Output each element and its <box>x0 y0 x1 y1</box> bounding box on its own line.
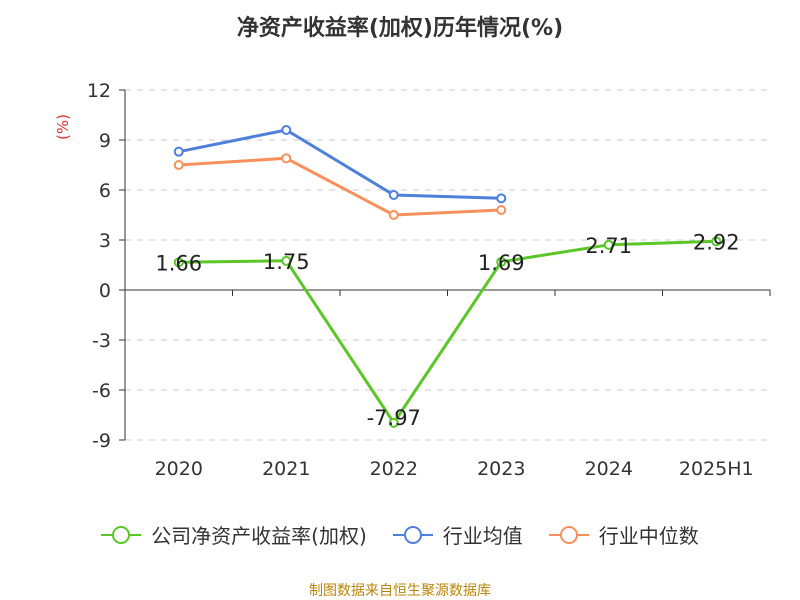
series-line-2 <box>178 156 502 217</box>
data-point <box>281 153 292 164</box>
data-point <box>496 205 507 215</box>
legend-item[interactable]: 公司净资产收益率(加权) <box>101 520 367 549</box>
x-tick-label: 2024 <box>585 458 633 480</box>
data-label: 2.71 <box>585 234 632 258</box>
data-point <box>388 210 399 220</box>
y-tick-label: 12 <box>87 80 111 102</box>
y-tick-label: 0 <box>99 280 111 302</box>
data-label: 1.69 <box>478 251 525 275</box>
data-point <box>388 417 399 428</box>
data-point <box>281 125 292 135</box>
y-tick-label: 3 <box>99 230 111 252</box>
legend-marker-icon <box>101 525 142 545</box>
data-label: 1.75 <box>263 250 310 274</box>
chart-legend: 公司净资产收益率(加权) 行业均值 行业中位数 <box>0 520 800 549</box>
data-point <box>173 257 184 268</box>
x-tick-label: 2020 <box>155 458 203 480</box>
x-tick-label: 2023 <box>477 458 525 480</box>
data-point <box>173 160 184 170</box>
legend-label: 行业中位数 <box>598 524 699 548</box>
legend-marker-icon <box>548 525 589 545</box>
data-point <box>496 193 507 204</box>
data-point <box>281 255 292 266</box>
data-label: 2.92 <box>693 230 740 254</box>
data-label: -7.97 <box>367 406 421 430</box>
legend-item[interactable]: 行业中位数 <box>548 520 699 549</box>
legend-marker-icon <box>392 525 433 545</box>
y-tick-label: 9 <box>99 130 111 152</box>
data-label: 1.66 <box>155 251 202 275</box>
legend-label: 公司净资产收益率(加权) <box>151 524 367 548</box>
data-point <box>388 190 399 200</box>
legend-label: 行业均值 <box>442 524 523 548</box>
series-line-1 <box>178 128 502 200</box>
data-source-note: 制图数据来自恒生聚源数据库 <box>309 583 491 599</box>
series-line-0 <box>178 239 717 425</box>
data-point <box>496 256 507 267</box>
legend-item[interactable]: 行业均值 <box>392 520 523 549</box>
y-tick-label: -9 <box>92 430 111 452</box>
y-axis-label: (%) <box>54 114 72 140</box>
data-point <box>603 239 614 250</box>
chart-title: 净资产收益率(加权)历年情况(%) <box>236 16 564 41</box>
y-tick-label: -6 <box>92 380 111 402</box>
x-tick-label: 2025H1 <box>679 458 754 480</box>
data-point <box>173 146 184 157</box>
y-tick-label: 6 <box>99 180 111 202</box>
x-tick-label: 2022 <box>370 458 418 480</box>
data-point <box>711 236 722 247</box>
x-tick-label: 2021 <box>262 458 310 480</box>
y-tick-label: -3 <box>92 330 111 352</box>
